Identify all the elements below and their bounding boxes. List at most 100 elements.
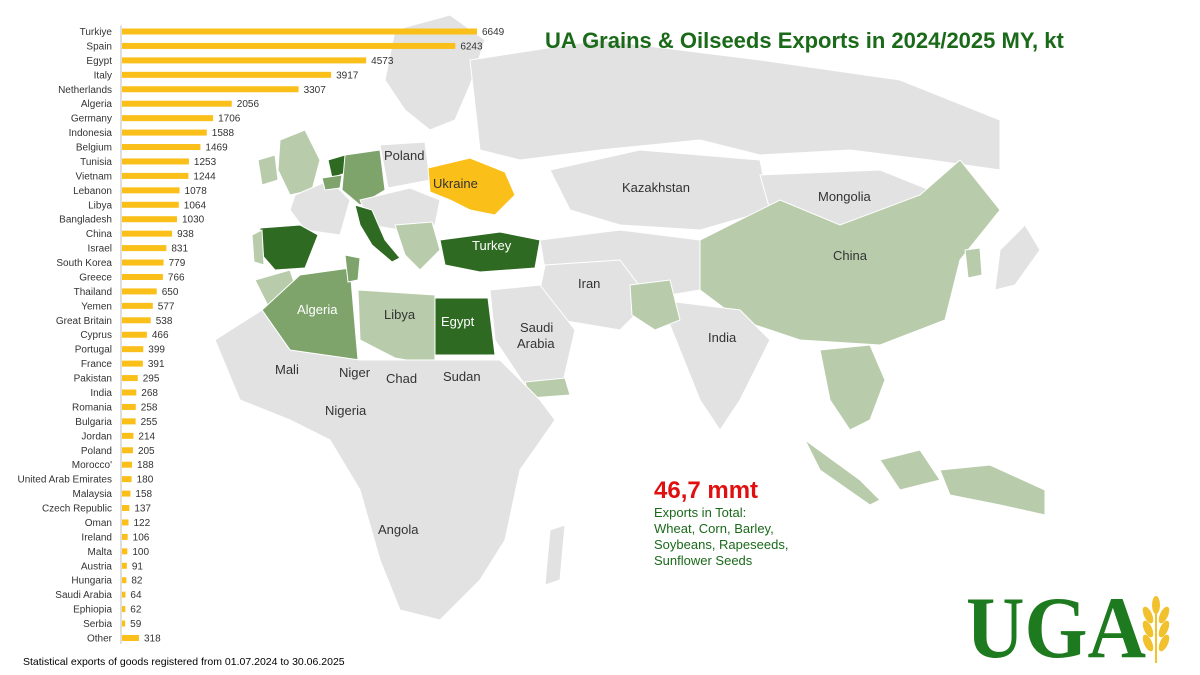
category-label: Egypt: [86, 56, 112, 67]
value-label: 188: [137, 460, 154, 471]
category-label: Oman: [85, 518, 112, 529]
label-egypt: Egypt: [441, 314, 475, 329]
bar: [122, 591, 126, 598]
value-label: 2056: [237, 99, 260, 110]
bar: [122, 461, 133, 468]
bar: [122, 100, 232, 107]
category-label: Great Britain: [56, 316, 112, 327]
value-label: 831: [171, 244, 188, 255]
category-label: Netherlands: [58, 85, 112, 96]
wheat-icon: [1142, 596, 1170, 663]
value-label: 64: [130, 590, 142, 601]
value-label: 1588: [212, 128, 235, 139]
label-mongolia: Mongolia: [818, 189, 871, 204]
category-label: Serbia: [83, 619, 112, 630]
value-label: 295: [143, 374, 160, 385]
value-label: 318: [144, 633, 161, 644]
category-label: Bulgaria: [75, 417, 112, 428]
label-saudi-arabia-1: Saudi: [520, 320, 554, 335]
bar: [122, 331, 147, 338]
value-label: 1469: [205, 143, 228, 154]
bar: [122, 432, 134, 439]
category-label: Yemen: [81, 301, 112, 312]
category-label: Algeria: [81, 99, 113, 110]
category-label: Spain: [86, 41, 112, 52]
value-label: 255: [141, 417, 158, 428]
bar: [122, 42, 456, 49]
bar: [122, 273, 163, 280]
category-label: Ephiopia: [73, 605, 112, 616]
map-japan: [994, 224, 1041, 291]
total-description: Exports in Total: Wheat, Corn, Barley, S…: [654, 505, 854, 569]
label-china: China: [833, 248, 867, 263]
bar: [122, 577, 127, 584]
bar: [122, 28, 477, 35]
map-turkey: [439, 231, 541, 273]
bar: [122, 230, 173, 237]
map-ukraine: [427, 157, 516, 216]
bar: [122, 158, 189, 165]
bar: [122, 346, 144, 353]
bar: [122, 71, 332, 78]
value-label: 1244: [193, 171, 216, 182]
label-iran: Iran: [578, 276, 601, 291]
bar: [122, 562, 127, 569]
category-label: Indonesia: [69, 128, 113, 139]
value-label: 214: [138, 431, 155, 442]
bar: [122, 245, 167, 252]
bar: [122, 302, 153, 309]
label-angola: Angola: [378, 522, 419, 537]
category-label: Cyprus: [80, 330, 112, 341]
category-label: Greece: [79, 272, 112, 283]
category-label: Germany: [71, 114, 112, 125]
bar: [122, 115, 214, 122]
bar: [122, 389, 137, 396]
category-label: Pakistan: [74, 374, 112, 385]
category-label: Malta: [88, 547, 113, 558]
value-label: 122: [134, 518, 151, 529]
category-label: India: [90, 388, 112, 399]
category-label: Israel: [88, 244, 112, 255]
value-label: 938: [177, 229, 194, 240]
label-turkey: Turkey: [472, 238, 512, 253]
value-label: 158: [135, 489, 152, 500]
map-pakistan: [629, 279, 681, 331]
label-kazakhstan: Kazakhstan: [622, 180, 690, 195]
value-label: 106: [133, 532, 150, 543]
label-libya: Libya: [384, 307, 416, 322]
value-label: 391: [148, 359, 165, 370]
logo-text: UGA: [966, 585, 1146, 665]
value-label: 779: [169, 258, 186, 269]
category-label: Turkiye: [80, 27, 113, 38]
bar: [122, 360, 143, 367]
value-label: 59: [130, 619, 142, 630]
value-label: 399: [148, 345, 165, 356]
map-ireland: [257, 154, 279, 186]
category-label: Poland: [81, 446, 112, 457]
map-tunisia: [344, 254, 361, 283]
bar: [122, 476, 132, 483]
bar: [122, 634, 139, 641]
map-indonesia: [804, 439, 1046, 516]
bar: [122, 403, 136, 410]
label-sudan: Sudan: [443, 369, 481, 384]
category-label: Czech Republic: [42, 504, 112, 515]
bar: [122, 519, 129, 526]
category-label: Tunisia: [80, 157, 112, 168]
bar: [122, 187, 180, 194]
category-label: France: [81, 359, 113, 370]
footnote: Statistical exports of goods registered …: [23, 656, 345, 668]
category-label: Libya: [88, 200, 112, 211]
value-label: 3917: [336, 70, 359, 81]
total-line-1: Exports in Total:: [654, 505, 747, 520]
category-label: China: [86, 229, 113, 240]
value-label: 466: [152, 330, 169, 341]
uga-logo: UGA: [966, 585, 1170, 665]
category-label: Other: [87, 633, 113, 644]
value-label: 6649: [482, 27, 505, 38]
total-line-3: Soybeans, Rapeseeds,: [654, 537, 789, 552]
total-line-4: Sunflower Seeds: [654, 553, 753, 568]
label-nigeria: Nigeria: [325, 403, 367, 418]
map-africa: [214, 309, 556, 621]
